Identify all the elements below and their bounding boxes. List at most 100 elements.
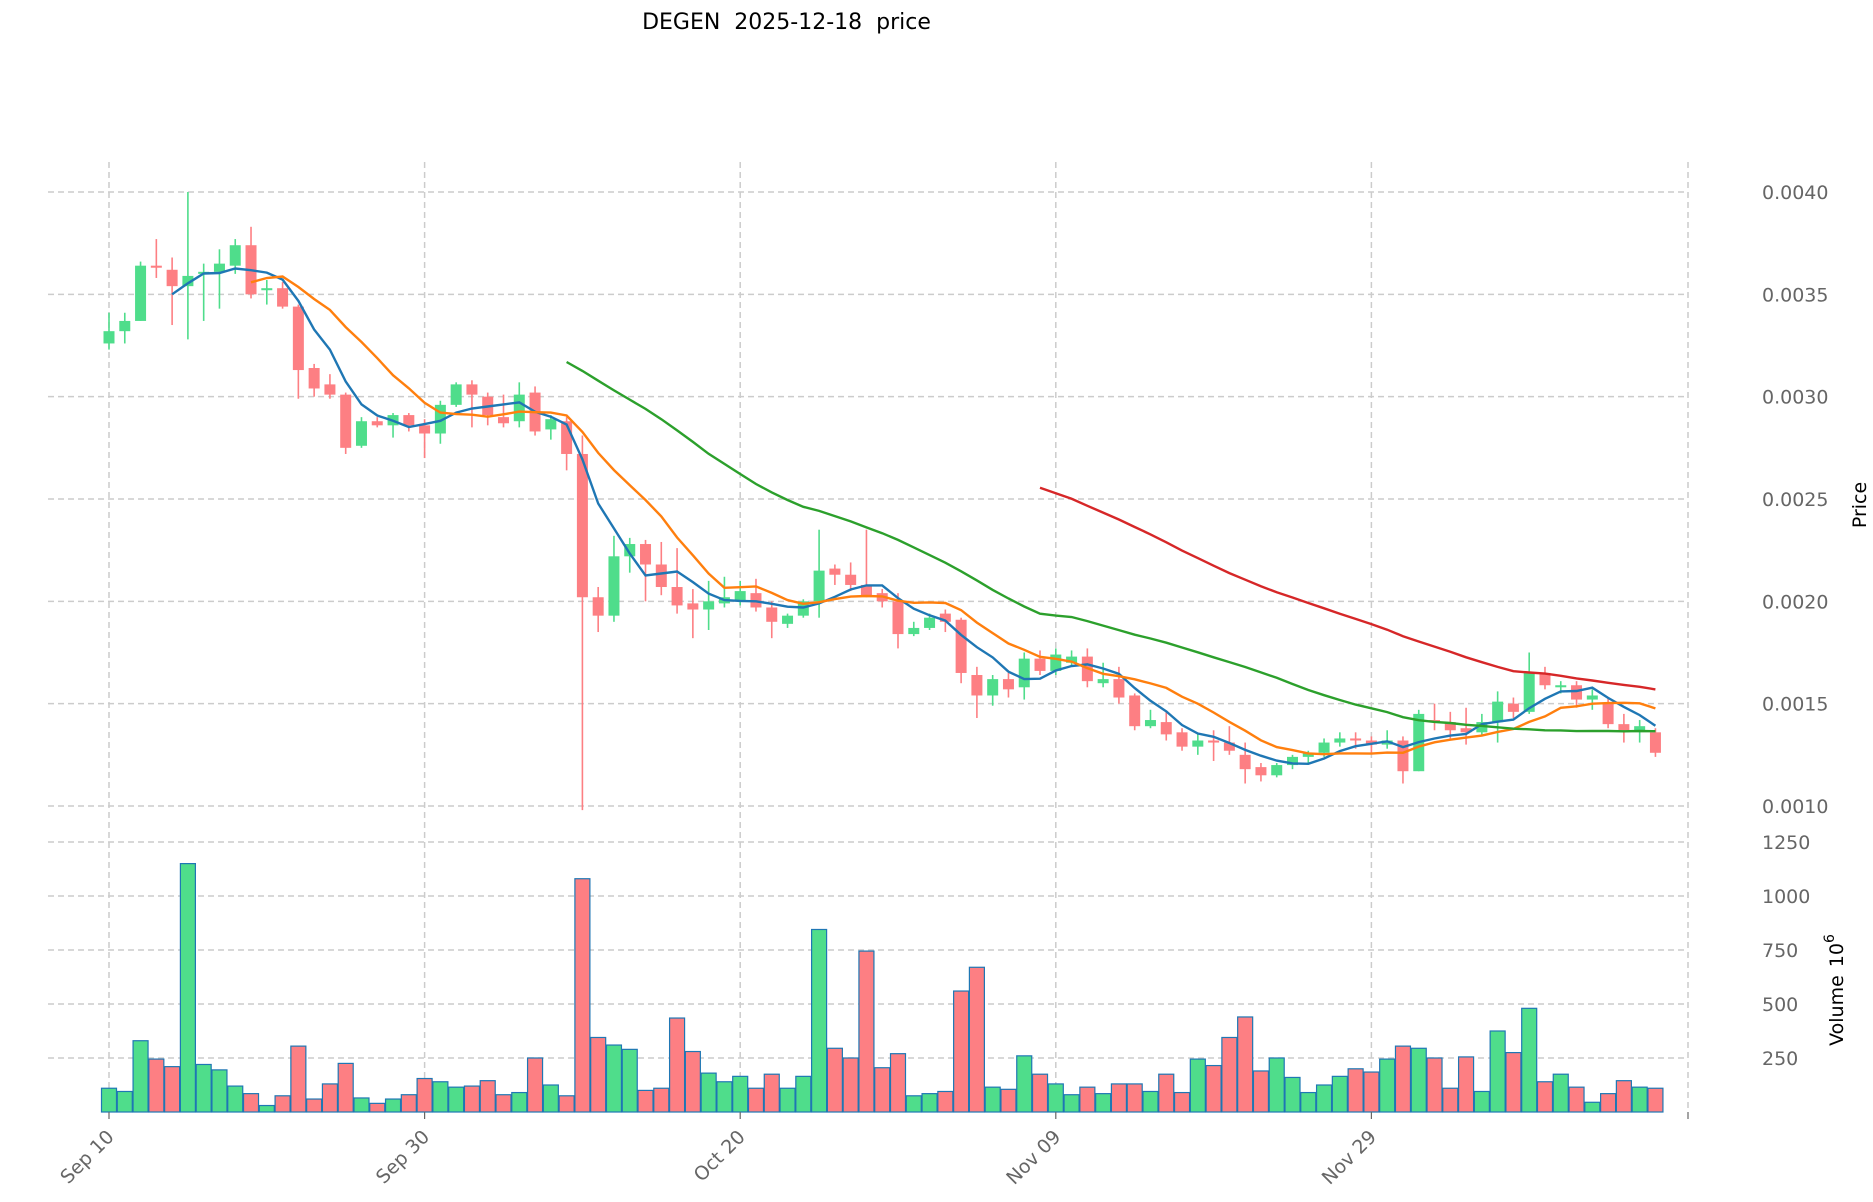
candle-down <box>403 415 415 426</box>
volume-bar <box>984 1086 1001 1113</box>
candle-up <box>182 275 194 287</box>
volume-bar <box>1394 1045 1412 1113</box>
volume-bar <box>1095 1093 1112 1113</box>
volume-bar <box>953 990 970 1113</box>
candle-down <box>576 453 588 598</box>
volume-bar <box>1599 1093 1617 1113</box>
volume-bar <box>716 1081 733 1113</box>
candle-up <box>782 615 794 624</box>
candle-up <box>135 265 147 321</box>
volume-bar <box>779 1087 796 1113</box>
volume-bar <box>1142 1090 1159 1113</box>
candle-up <box>813 570 825 602</box>
candle-up <box>908 627 920 635</box>
candle-down <box>592 597 604 616</box>
volume-exp-base: 10 <box>1826 943 1848 967</box>
candle-down <box>1539 672 1551 686</box>
candle-down <box>845 574 857 585</box>
candle-down <box>561 421 573 454</box>
volume-bar <box>400 1094 417 1113</box>
candle-down <box>1602 703 1614 725</box>
volume-bar <box>747 1087 765 1113</box>
volume-bar <box>1631 1086 1648 1113</box>
volume-bar <box>463 1085 481 1113</box>
candle-up <box>229 245 241 266</box>
candle-down <box>1507 703 1519 712</box>
candle-down <box>892 601 904 635</box>
candle-down <box>955 619 967 673</box>
volume-bar <box>1505 1051 1522 1113</box>
volume-bar <box>542 1084 559 1113</box>
volume-bar <box>1000 1088 1017 1113</box>
price-tick-label: 0.0015 <box>1762 694 1828 716</box>
grid-lines <box>48 162 1689 1112</box>
volume-bar <box>937 1090 954 1113</box>
candle-up <box>1066 656 1078 663</box>
candle-down <box>277 288 289 307</box>
candle-down <box>1397 740 1409 772</box>
volume-bar <box>148 1058 165 1113</box>
volume-bar <box>1047 1083 1064 1113</box>
volume-bar <box>1205 1064 1222 1113</box>
volume-bar <box>574 878 591 1113</box>
volume-bar <box>1221 1036 1238 1113</box>
candle-down <box>939 613 951 622</box>
volume-bar <box>637 1089 654 1113</box>
candle-down <box>1113 679 1125 698</box>
candle-down <box>1034 658 1046 671</box>
candle-up <box>119 320 131 332</box>
volume-bar <box>1284 1076 1301 1113</box>
volume-bar <box>732 1075 749 1113</box>
candle-up <box>1271 765 1283 776</box>
volume-bar <box>1268 1057 1285 1113</box>
volume-bar <box>605 1044 623 1113</box>
candle-down <box>655 564 667 588</box>
volume-bar <box>1031 1073 1049 1113</box>
candle-up <box>1476 722 1488 733</box>
volume-bar <box>763 1073 780 1113</box>
date-tick-label: Nov 09 <box>1002 1126 1065 1189</box>
candle-up <box>1586 695 1598 700</box>
ma60-line <box>1039 486 1656 691</box>
ma30-line <box>566 360 1656 733</box>
volume-bar <box>1079 1086 1096 1113</box>
volume-bar <box>1521 1007 1538 1113</box>
candle-down <box>308 368 320 389</box>
volume-bar <box>353 1097 370 1113</box>
candle-down <box>687 603 699 610</box>
candle-up <box>1555 685 1567 688</box>
volume-bar <box>826 1047 843 1113</box>
volume-bar <box>795 1075 812 1113</box>
candle-up <box>924 617 936 628</box>
axes: 0.0010 0.0015 0.0020 0.0025 0.0030 0.0035 0.00… <box>56 182 1828 1189</box>
price-tick-label: 0.0030 <box>1762 387 1828 409</box>
volume-bar <box>1568 1086 1585 1113</box>
candle-up <box>103 331 115 344</box>
volume-bar <box>321 1083 339 1113</box>
candle-up <box>608 556 620 616</box>
candle-up <box>513 394 525 422</box>
volume-bar <box>1584 1101 1601 1113</box>
volume-bar <box>290 1045 307 1113</box>
candle-down <box>1350 738 1362 741</box>
volume-bar <box>1252 1070 1270 1113</box>
candle-down <box>498 417 509 424</box>
volume-bar <box>1237 1016 1254 1113</box>
date-tick-label: Nov 29 <box>1318 1126 1381 1189</box>
candle-up <box>545 419 557 430</box>
volume-bar <box>968 966 986 1113</box>
volume-bar <box>700 1072 717 1113</box>
candle-down <box>860 584 872 596</box>
volume-label-text: Volume <box>1826 975 1848 1046</box>
volume-bar <box>668 1017 686 1113</box>
candle-up <box>1492 701 1504 723</box>
candle-up <box>987 679 999 696</box>
volume-bar <box>653 1087 670 1113</box>
volume-bar <box>858 950 875 1113</box>
candle-up <box>1287 756 1298 766</box>
candle-down <box>1239 754 1251 770</box>
volume-bar <box>306 1098 323 1113</box>
candle-up <box>703 601 715 610</box>
candle-down <box>766 607 778 622</box>
candle-down <box>1255 767 1267 776</box>
